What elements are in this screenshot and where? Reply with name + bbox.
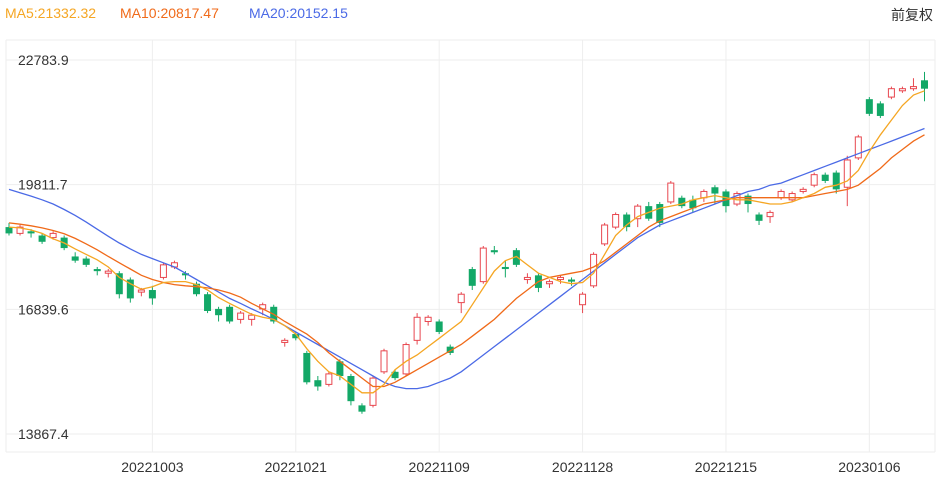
- candle-body-down: [27, 231, 35, 234]
- candle-body-down: [490, 250, 498, 253]
- candle-body-up: [402, 344, 410, 375]
- candle-body-down: [920, 80, 928, 89]
- candle-body-down: [93, 269, 101, 272]
- forward-adjust-toggle[interactable]: 前复权: [891, 8, 933, 24]
- candle-body-down: [292, 334, 300, 339]
- candle-body-down: [689, 199, 697, 209]
- candle-body-down: [876, 103, 884, 116]
- x-tick-label: 20221109: [409, 459, 470, 475]
- candle-body-up: [898, 88, 906, 92]
- candle-body-up: [887, 88, 895, 98]
- candle-body-down: [468, 269, 476, 286]
- x-tick-label: 20221021: [265, 459, 328, 475]
- candle-body-down: [148, 290, 156, 299]
- candle-body-down: [501, 266, 509, 270]
- y-tick-label: 16839.6: [18, 301, 69, 317]
- candle-body-up: [325, 373, 333, 385]
- candle-body-up: [909, 86, 917, 90]
- candle-body-up: [16, 226, 24, 234]
- candle-body-down: [623, 214, 631, 228]
- candle-body-up: [457, 293, 465, 304]
- candle-body-up: [557, 276, 564, 281]
- candle-body-down: [226, 306, 234, 322]
- candle-body-down: [678, 197, 686, 207]
- candle-body-down: [193, 283, 201, 295]
- candle-body-up: [369, 377, 377, 406]
- candle-body-down: [711, 187, 719, 194]
- candle-body-up: [667, 182, 675, 203]
- y-tick-label: 22783.9: [18, 52, 69, 68]
- candle-body-down: [832, 172, 840, 190]
- ma10-legend: MA10:20817.47: [120, 5, 219, 21]
- candle-body-down: [512, 250, 520, 265]
- candle-body-down: [446, 346, 454, 353]
- ma20-legend: MA20:20152.15: [249, 5, 348, 21]
- candle-body-up: [137, 289, 145, 293]
- candle-body-up: [766, 211, 774, 218]
- candle-body-down: [82, 258, 90, 265]
- candle-body-up: [159, 264, 167, 278]
- candle-body-down: [722, 191, 730, 207]
- candle-body-up: [104, 270, 112, 274]
- candle-body-down: [821, 174, 829, 181]
- candle-body-up: [413, 316, 421, 341]
- ma20-line: [8, 127, 925, 390]
- candle-body-down: [5, 227, 13, 234]
- candle-body-up: [237, 312, 245, 320]
- candle-body-down: [755, 214, 763, 221]
- candle-body-up: [479, 247, 487, 283]
- candle-body-up: [634, 205, 642, 220]
- candle-body-down: [314, 380, 322, 387]
- candle-body-down: [865, 99, 873, 114]
- candle-body-down: [303, 352, 311, 383]
- candle-body-down: [347, 376, 355, 402]
- y-tick-label: 13867.4: [18, 426, 69, 442]
- x-tick-label: 20221003: [121, 459, 184, 475]
- candle-body-up: [799, 188, 807, 192]
- x-tick-label: 20221215: [695, 459, 758, 475]
- x-tick-label: 20230106: [838, 459, 901, 475]
- candle-body-up: [777, 190, 785, 199]
- candle-body-up: [788, 193, 796, 201]
- ma5-legend: MA5:21332.32: [5, 5, 97, 21]
- candle-body-down: [391, 371, 399, 379]
- candle-body-down: [215, 308, 223, 316]
- candle-body-down: [71, 256, 79, 261]
- candle-body-down: [115, 273, 123, 295]
- y-tick-label: 19811.7: [18, 177, 68, 193]
- candle-body-up: [545, 281, 553, 285]
- candle-body-down: [204, 294, 212, 311]
- candle-body-up: [590, 253, 598, 287]
- candle-body-down: [181, 273, 189, 276]
- candle-body-up: [579, 293, 587, 306]
- candle-body-up: [281, 339, 289, 343]
- candle-body-up: [49, 232, 57, 239]
- candle-body-down: [656, 204, 664, 223]
- candle-body-up: [424, 316, 432, 322]
- candle-body-down: [336, 361, 344, 377]
- candle-body-up: [523, 276, 531, 281]
- candle-body-up: [810, 174, 818, 186]
- candle-body-down: [126, 279, 134, 299]
- candle-body-up: [854, 136, 862, 159]
- candle-body-up: [601, 224, 609, 245]
- candle-body-down: [38, 235, 46, 242]
- candle-body-down: [358, 405, 366, 412]
- candle-body-down: [568, 279, 576, 282]
- candle-body-up: [843, 159, 851, 188]
- ma10-line: [8, 134, 925, 388]
- candle-body-down: [435, 321, 443, 332]
- candle-body-up: [248, 314, 256, 320]
- x-tick-label: 20221128: [552, 459, 613, 475]
- ma5-line: [8, 90, 925, 394]
- candle-body-up: [380, 350, 388, 373]
- candle-body-up: [612, 214, 620, 228]
